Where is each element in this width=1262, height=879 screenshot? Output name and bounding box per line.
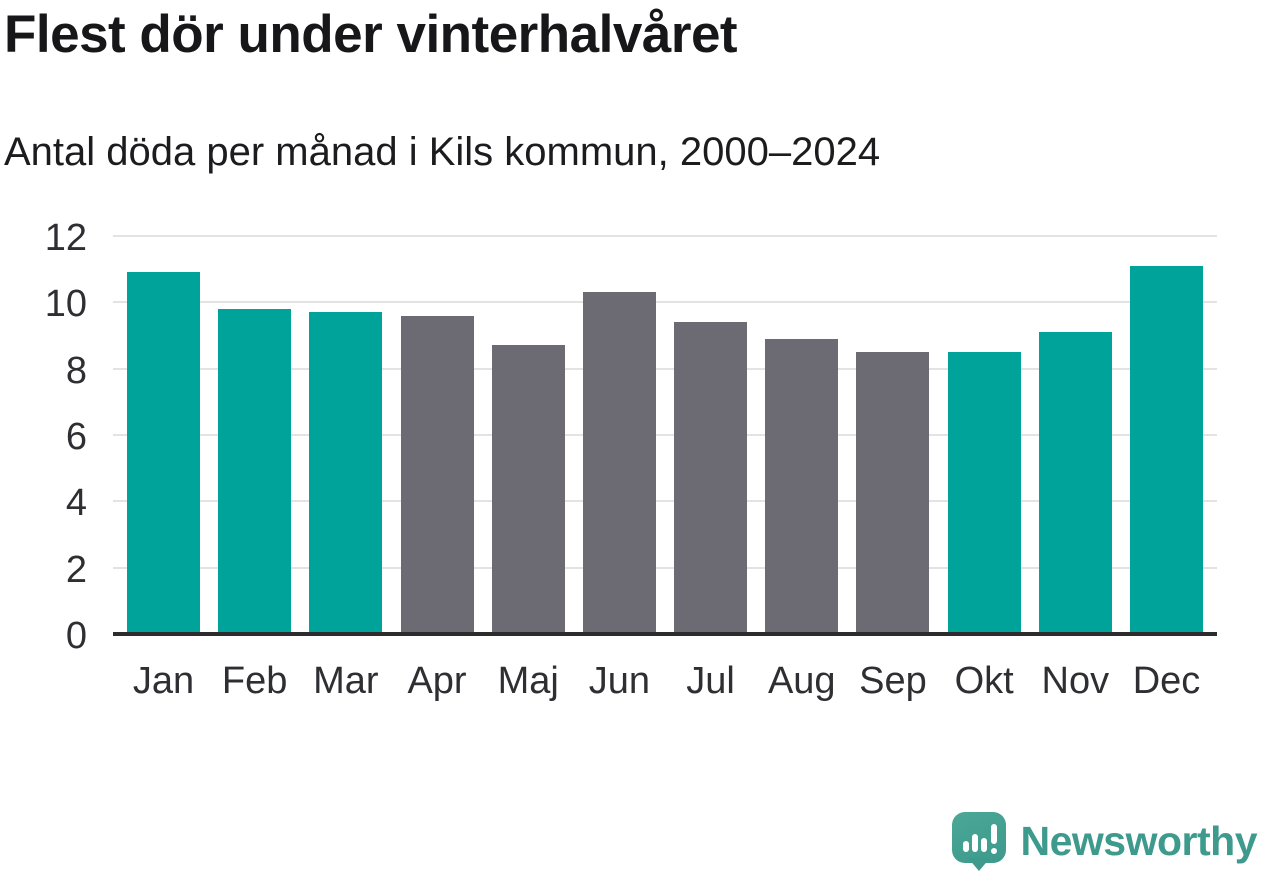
bar-nov	[1038, 332, 1112, 634]
bar-jan	[127, 272, 200, 634]
bar-jun	[582, 292, 656, 634]
bar-apr	[400, 315, 474, 634]
logo-exclamation-icon	[990, 824, 997, 844]
x-axis-tick-label: Okt	[954, 660, 1014, 702]
chart-title: Flest dör under vinterhalvåret	[4, 5, 738, 64]
x-axis-tick-label: Apr	[407, 660, 467, 702]
bar-aug	[765, 338, 839, 634]
x-axis-tick-label: Maj	[497, 660, 559, 702]
bar-mar	[309, 312, 383, 634]
x-axis-tick-label: Jul	[686, 660, 735, 702]
bar-maj	[491, 345, 565, 634]
x-axis-tick-label: Jan	[132, 660, 195, 702]
logo-bubble-tail	[967, 858, 990, 871]
chart-subtitle: Antal döda per månad i Kils kommun, 2000…	[4, 130, 881, 174]
logo-bubble-shape	[951, 812, 1006, 863]
x-axis-tick-label: Dec	[1132, 660, 1201, 702]
x-axis-tick-label: Mar	[313, 660, 379, 702]
x-axis-tick-label: Sep	[859, 660, 927, 702]
gridline	[113, 367, 1217, 370]
x-axis-tick-label: Feb	[221, 660, 288, 702]
logo-mini-bar	[962, 841, 969, 852]
gridline	[113, 235, 1217, 237]
y-axis-tick-label: 12	[44, 217, 87, 259]
bar-okt	[947, 352, 1021, 634]
x-axis-tick-label: Aug	[767, 660, 836, 702]
y-axis-tick-label: 2	[65, 548, 87, 591]
speech-bubble-bar-chart-icon	[951, 810, 1006, 872]
bar-dec	[1130, 265, 1203, 634]
x-axis-tick-label: Nov	[1041, 660, 1110, 702]
gridline	[113, 500, 1217, 503]
newsworthy-logo: Newsworthy	[951, 810, 1258, 872]
y-axis-tick-label: 8	[65, 349, 87, 392]
y-axis-tick-label: 0	[65, 615, 87, 657]
logo-mini-bar	[980, 838, 987, 852]
gridline	[113, 301, 1217, 304]
bar-sep	[856, 352, 930, 634]
newsworthy-logo-text: Newsworthy	[1020, 817, 1258, 864]
bar-jul	[674, 322, 748, 634]
bar-feb	[218, 308, 292, 634]
y-axis-tick-label: 10	[44, 283, 87, 326]
y-axis-tick-label: 4	[65, 482, 87, 525]
logo-mini-bar	[971, 834, 978, 852]
x-axis-line	[113, 632, 1217, 636]
y-axis-tick-label: 6	[65, 416, 87, 458]
x-axis-tick-label: Jun	[588, 660, 651, 702]
logo-exclamation-dot	[990, 848, 997, 854]
gridline	[113, 434, 1217, 436]
gridline	[113, 566, 1217, 569]
